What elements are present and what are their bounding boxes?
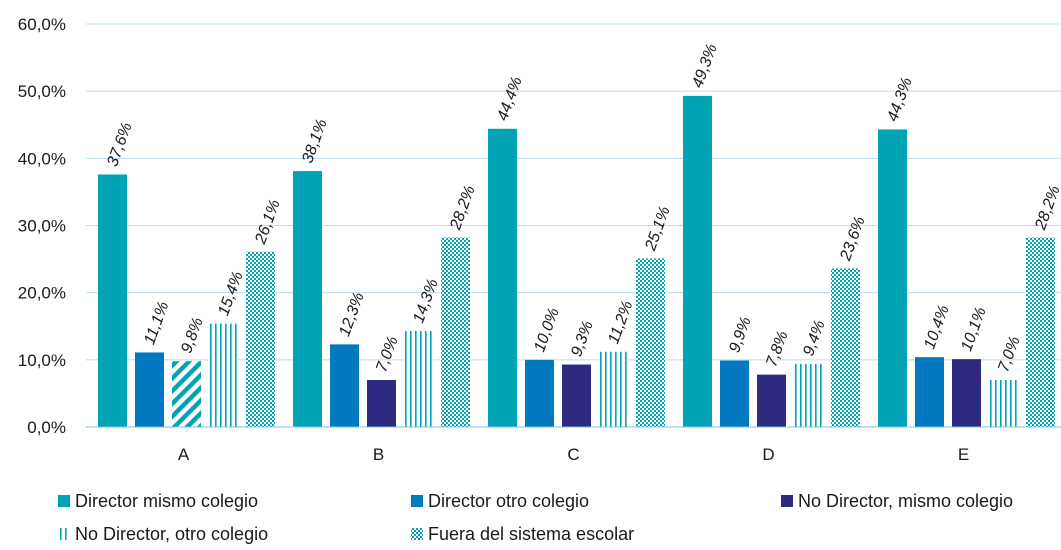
bar-A-1	[98, 174, 127, 427]
data-label: 7,0%	[373, 334, 401, 374]
bar-B-4	[404, 330, 433, 427]
x-tick-label: D	[762, 445, 774, 464]
legend-label: Fuera del sistema escolar	[428, 524, 634, 544]
data-label: 10,0%	[531, 306, 562, 354]
bar-E-1	[878, 129, 907, 427]
data-label: 15,4%	[215, 269, 246, 317]
data-label: 9,3%	[568, 319, 596, 359]
bar-A-3	[172, 361, 201, 427]
y-tick-label: 30,0%	[18, 217, 66, 236]
data-label: 25,1%	[642, 204, 674, 253]
x-tick-label: C	[567, 445, 579, 464]
bars	[98, 95, 1055, 427]
data-label: 9,4%	[800, 318, 828, 358]
bar-C-5	[636, 258, 665, 427]
data-label: 7,8%	[763, 329, 791, 369]
data-label: 10,4%	[921, 303, 952, 351]
bar-D-2	[720, 360, 749, 427]
bar-C-3	[562, 364, 591, 427]
bar-E-3	[952, 359, 981, 427]
data-label: 44,4%	[494, 75, 525, 123]
legend-label: No Director, mismo colegio	[798, 491, 1013, 511]
bar-C-4	[599, 351, 628, 427]
bar-E-4	[989, 379, 1018, 427]
legend-swatch	[58, 495, 70, 507]
data-label: 9,8%	[178, 315, 206, 355]
data-label: 14,3%	[410, 277, 441, 325]
x-tick-label: A	[178, 445, 190, 464]
bar-E-5	[1026, 237, 1055, 427]
bar-B-3	[367, 379, 396, 427]
data-label: 49,3%	[689, 42, 720, 90]
y-tick-label: 60,0%	[18, 15, 66, 34]
bar-B-1	[293, 171, 322, 427]
y-tick-label: 10,0%	[18, 351, 66, 370]
legend-label: Director otro colegio	[428, 491, 589, 511]
legend-swatch	[411, 528, 423, 540]
data-label: 44,3%	[884, 75, 915, 123]
y-tick-label: 50,0%	[18, 82, 66, 101]
y-axis: 0,0% 10,0% 20,0% 30,0% 40,0% 50,0% 60,0%	[18, 15, 66, 437]
data-label: 23,6%	[837, 214, 869, 263]
data-label: 9,9%	[726, 315, 754, 355]
x-axis: A B C D E	[86, 426, 1061, 464]
bar-C-2	[525, 359, 554, 427]
bar-E-2	[915, 357, 944, 427]
x-tick-label: E	[958, 445, 969, 464]
bar-C-1	[488, 128, 517, 427]
bar-D-4	[794, 363, 823, 427]
bar-A-5	[246, 251, 275, 427]
legend-label: No Director, otro colegio	[75, 524, 268, 544]
bar-B-5	[441, 237, 470, 427]
x-tick-label: B	[373, 445, 384, 464]
legend-swatch	[58, 528, 70, 540]
y-tick-label: 40,0%	[18, 149, 66, 168]
data-label: 10,1%	[958, 305, 989, 353]
bar-D-1	[683, 95, 712, 427]
data-label: 11,2%	[605, 299, 636, 346]
legend-swatch	[411, 495, 423, 507]
legend-swatch	[781, 495, 793, 507]
data-label: 11,1%	[141, 299, 172, 346]
bar-D-5	[831, 268, 860, 427]
y-tick-label: 20,0%	[18, 284, 66, 303]
data-label: 37,6%	[104, 120, 135, 168]
legend-label: Director mismo colegio	[75, 491, 258, 511]
legend: Director mismo colegio Director otro cole…	[58, 491, 1013, 544]
data-label: 12,3%	[336, 290, 367, 338]
y-tick-label: 0,0%	[27, 418, 66, 437]
bar-B-2	[330, 344, 359, 427]
bar-A-4	[209, 323, 238, 427]
bar-D-3	[757, 374, 786, 427]
bar-A-2	[135, 352, 164, 427]
data-label: 26,1%	[252, 198, 284, 247]
data-label: 7,0%	[995, 334, 1023, 374]
